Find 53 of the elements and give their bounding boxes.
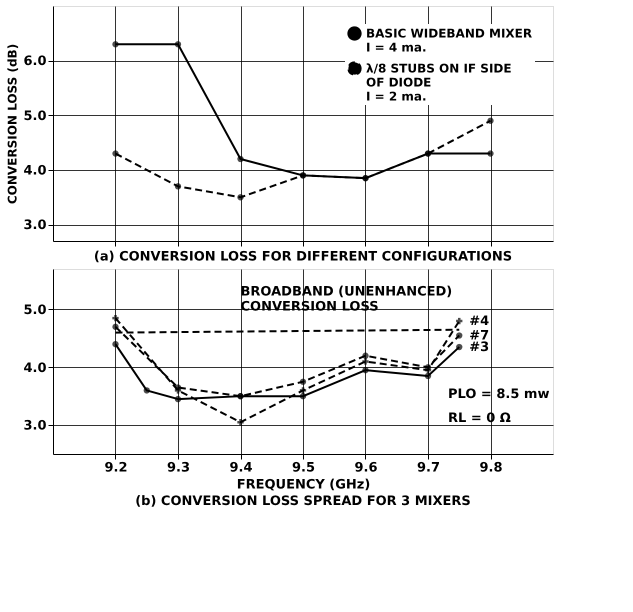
point [487, 150, 494, 157]
point [174, 41, 182, 48]
text: (a) CONVERSION LOSS FOR DIFFERENT CONFIGURATIONS [94, 250, 512, 264]
point [237, 419, 244, 426]
x-tick-label: 9.7 [416, 460, 440, 476]
point [456, 332, 462, 339]
legend-label: BASIC WIDEBAND MIXER I = 4 ma. [366, 26, 532, 54]
x-tick-label: 9.8 [479, 460, 503, 476]
y-tick-label: 4.0 [23, 360, 46, 376]
point [174, 384, 182, 391]
point [174, 396, 182, 402]
x-tick-label: 9.4 [229, 460, 253, 476]
point [362, 174, 369, 182]
point [456, 344, 462, 350]
point [112, 341, 119, 348]
point [362, 352, 369, 359]
y-tick-label: 6.0 [23, 54, 46, 70]
x-tick-label: 9.6 [354, 460, 378, 476]
annotation: PLO = 8.5 mw [448, 387, 550, 402]
point [300, 393, 306, 400]
point [362, 358, 369, 365]
point [112, 324, 119, 330]
point [456, 318, 462, 324]
series-label: #4 [469, 314, 490, 330]
legend-label: λ/8 STUBS ON IF SIDE OF DIODE I = 2 ma. [366, 62, 512, 104]
point [144, 387, 150, 394]
point [362, 367, 369, 374]
point [237, 194, 244, 200]
y-tick-label: 3.0 [23, 218, 46, 234]
y-axis-title: CONVERSION LOSS (dB) [5, 44, 20, 204]
y-tick-label: 4.0 [23, 163, 46, 178]
point [237, 156, 244, 162]
point [174, 183, 182, 190]
y-tick-label: 5.0 [23, 302, 46, 318]
point [112, 314, 119, 322]
point [300, 378, 306, 385]
point [424, 372, 432, 380]
point [424, 364, 432, 370]
y-tick-label: 3.0 [23, 418, 46, 434]
x-tick-label: 9.3 [166, 460, 190, 476]
x-tick-label: 9.5 [292, 460, 316, 476]
point [300, 387, 306, 394]
point [424, 150, 432, 157]
point [112, 41, 119, 48]
y-tick-label: 5.0 [23, 108, 46, 124]
point [237, 393, 244, 400]
x-tick-label: 9.2 [104, 460, 128, 476]
point [487, 118, 494, 124]
x-axis-title: FREQUENCY (GHz) [236, 478, 370, 492]
text: (b) CONVERSION LOSS SPREAD FOR 3 MIXERS [135, 494, 471, 509]
series-label: #3 [469, 340, 490, 356]
point [300, 172, 306, 179]
point [112, 150, 119, 157]
